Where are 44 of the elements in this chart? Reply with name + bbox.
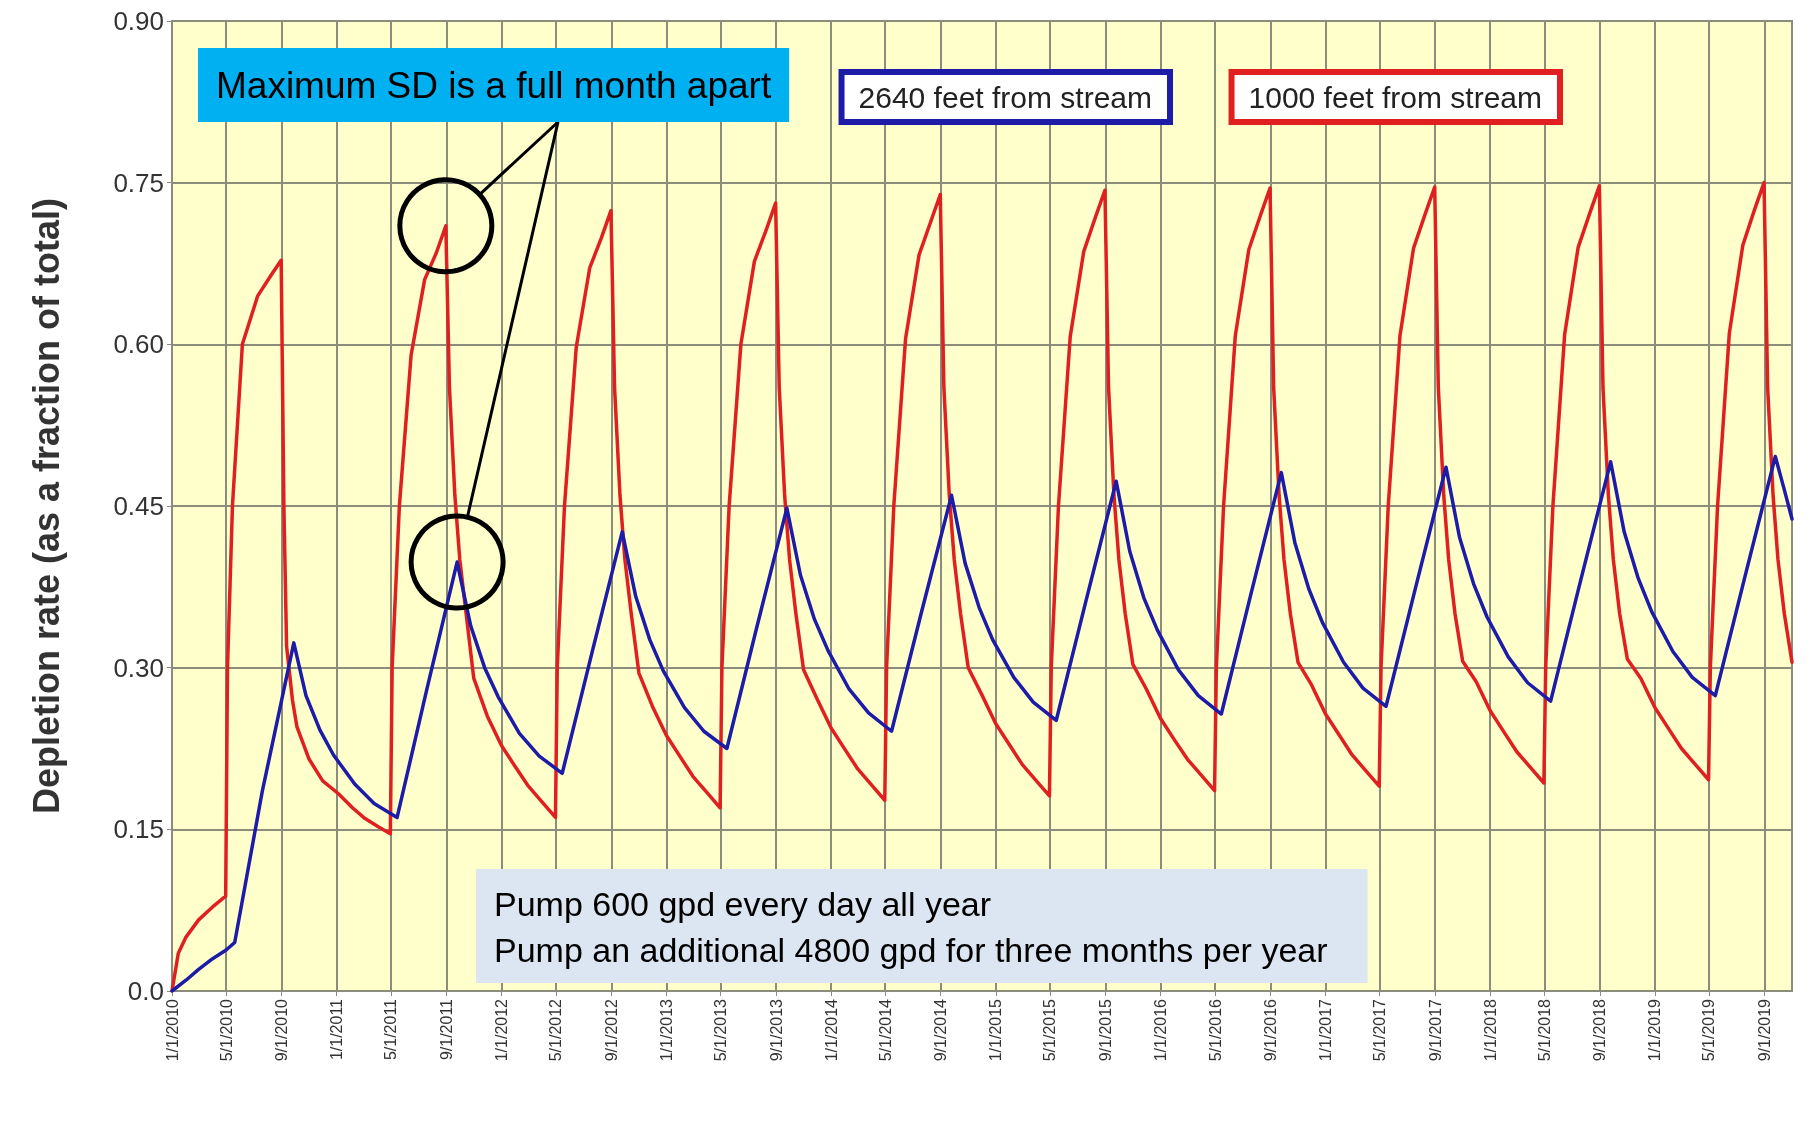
y-tick-label: 0.0 — [127, 976, 164, 1006]
y-axis-title: Depletion rate (as a fraction of total) — [25, 197, 67, 815]
x-tick-label: 1/1/2011 — [328, 998, 346, 1061]
x-tick-label: 1/1/2015 — [987, 998, 1005, 1062]
x-tick-label: 9/1/2015 — [1096, 998, 1114, 1062]
x-tick-label: 5/1/2015 — [1041, 998, 1059, 1062]
x-tick-label: 9/1/2014 — [932, 998, 950, 1062]
x-tick-label: 9/1/2013 — [767, 998, 785, 1062]
line-series — [170, 454, 1794, 993]
x-tick-label: 5/1/2011 — [382, 998, 400, 1061]
x-tick-label: 5/1/2010 — [217, 998, 235, 1062]
x-tick-label: 9/1/2016 — [1262, 998, 1279, 1062]
x-tick-label: 1/1/2018 — [1481, 998, 1499, 1062]
text: 1000 feet from stream — [1248, 80, 1542, 114]
x-tick-label: 9/1/2017 — [1426, 998, 1444, 1062]
x-tick-label: 1/1/2014 — [822, 998, 840, 1062]
x-tick-label: 1/1/2013 — [657, 998, 675, 1062]
line-series — [170, 180, 1794, 993]
x-tick-label: 1/1/2019 — [1646, 998, 1664, 1062]
x-tick-label: 5/1/2013 — [712, 998, 730, 1062]
x-tick-label: 5/1/2012 — [547, 998, 565, 1062]
text: 2640 feet from stream — [858, 80, 1152, 114]
x-tick-label: 9/1/2018 — [1591, 998, 1609, 1062]
x-tick-label: 5/1/2018 — [1535, 998, 1553, 1062]
y-tick-label: 0.75 — [113, 167, 164, 198]
x-tick-label: 1/1/2010 — [163, 998, 181, 1062]
x-tick-label: 1/1/2016 — [1151, 998, 1169, 1062]
x-tick-label: 9/1/2011 — [437, 998, 455, 1061]
x-tick-label: 5/1/2016 — [1206, 998, 1224, 1062]
x-tick-label: 9/1/2019 — [1755, 998, 1773, 1062]
y-tick-label: 0.90 — [113, 6, 164, 36]
y-tick-label: 0.45 — [113, 491, 164, 521]
annotation: Maximum SD is a full month apart — [216, 64, 772, 106]
annotation: Pump 600 gpd every day all year Pump an additional 4800 gpd for three months per year — [494, 885, 1328, 969]
x-tick-label: 1/1/2017 — [1317, 998, 1335, 1062]
y-tick-label: 0.15 — [113, 814, 164, 845]
x-tick-label: 5/1/2019 — [1700, 998, 1718, 1062]
y-tick-label: 0.30 — [113, 652, 164, 683]
x-tick-label: 1/1/2012 — [492, 998, 510, 1062]
x-tick-label: 9/1/2012 — [602, 998, 620, 1062]
y-tick-label: 0.60 — [113, 329, 164, 360]
x-tick-label: 5/1/2014 — [876, 998, 894, 1062]
x-tick-label: 9/1/2010 — [273, 998, 291, 1062]
x-tick-label: 5/1/2017 — [1371, 998, 1389, 1062]
